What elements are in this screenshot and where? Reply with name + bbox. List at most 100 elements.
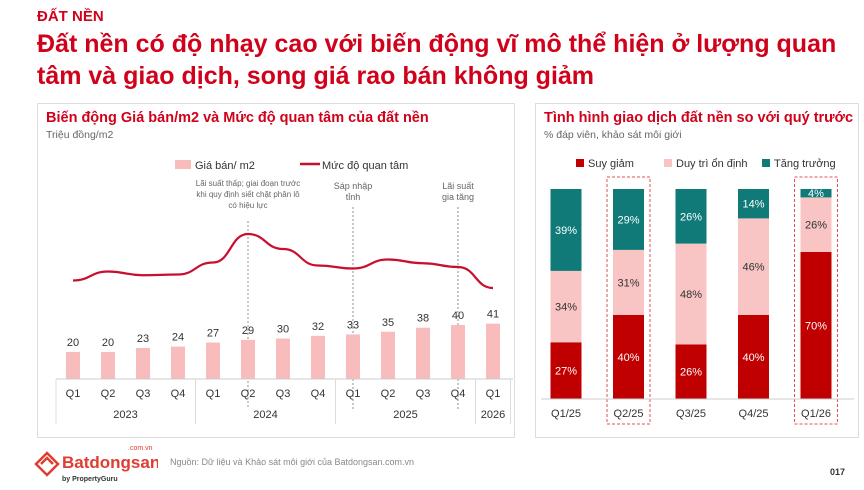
price-label: 40 [452,310,464,322]
price-label: 33 [347,319,359,331]
stacked-segment [738,315,769,399]
price-bar [136,347,150,379]
annotation-text: Lãi suất thấp; giai đoạn trước [196,179,300,188]
price-label: 20 [67,337,79,349]
price-label: 23 [137,333,149,345]
price-label: 35 [382,317,394,329]
year-tick-label: 2026 [481,409,505,421]
annotation-text: Sáp nhập [334,181,373,191]
quarter-tick-label: Q1 [66,388,81,400]
interest-line [72,232,494,290]
highlight-box [794,176,838,425]
segment-label: 34% [555,302,577,314]
page-number: 017 [830,467,846,477]
year-tick-label: 2024 [253,409,277,421]
quarter-tick-label: Q3 [276,388,291,400]
price-bar [171,346,185,379]
quarter-tick-label: Q4 [451,388,466,400]
price-bar [416,327,430,379]
logo-domain: .com.vn [128,445,153,452]
legend-label: Duy trì ổn định [676,158,748,170]
stacked-segment [675,243,707,345]
legend-label: Suy giảm [588,158,634,170]
annotation-text: khi quy định siết chặt phân lô [196,190,300,199]
quarter-tick-label: Q1 [206,388,221,400]
segment-label: 27% [555,366,577,378]
chart-subtitle: Triệu đồng/m2 [46,129,114,141]
segment-label: 46% [742,262,764,274]
stacked-segment [675,189,707,244]
legend-swatch [762,159,770,167]
segment-label: 70% [805,321,827,333]
price-label: 20 [102,337,114,349]
price-label: 32 [312,321,324,333]
legend-label-interest: Mức độ quan tâm [322,160,408,172]
segment-label: 29% [617,214,639,226]
stacked-segment [613,249,644,315]
price-bar [311,335,325,379]
stacked-segment [800,197,832,252]
price-label: 30 [277,324,289,336]
legend-label-price: Giá bán/ m2 [195,160,255,172]
price-bar [206,342,220,379]
chart-title: Biến động Giá bán/m2 và Mức độ quan tâm … [46,110,429,126]
segment-label: 26% [680,367,702,379]
price-bar [346,334,360,379]
stacked-segment [550,189,582,271]
price-interest-chart-panel: Biến động Giá bán/m2 và Mức độ quan tâm … [37,103,515,438]
segment-label: 40% [617,352,639,364]
price-label: 41 [487,309,499,321]
segment-label: 14% [742,199,764,211]
category-tick-label: Q4/25 [739,408,769,420]
legend-label: Tăng trưởng [774,158,836,170]
price-label: 24 [172,332,184,344]
price-bar [381,331,395,379]
stacked-segment [550,270,582,343]
segment-label: 31% [617,277,639,289]
stacked-segment [613,315,644,399]
quarter-tick-label: Q1 [346,388,361,400]
legend-swatch [576,159,584,167]
stacked-segment [613,189,644,250]
annotation-text: gia tăng [442,192,474,202]
stacked-segment [800,252,832,399]
logo-text: Batdongsan [62,453,158,472]
price-label: 27 [207,328,219,340]
segment-label: 40% [742,352,764,364]
quarter-tick-label: Q3 [416,388,431,400]
chart-subtitle: % đáp viên, khảo sát môi giới [544,129,682,141]
transaction-chart: Suy giảm Duy trì ổn định Tăng trưởng 27% 34%… [541,158,854,425]
price-bar [101,352,115,379]
price-bar [276,338,290,379]
highlight-box [606,176,651,425]
quarter-tick-label: Q1 [486,388,501,400]
year-tick-label: 2025 [393,409,417,421]
price-bar [66,352,80,379]
stacked-segment [800,189,832,198]
legend-swatch [664,159,672,167]
segment-label: 39% [555,225,577,237]
transaction-chart-panel: Tình hình giao dịch đất nền so với quý t… [535,103,859,438]
quarter-tick-label: Q2 [241,388,256,400]
price-label: 29 [242,325,254,337]
quarter-tick-label: Q4 [311,388,326,400]
price-bar [451,325,465,379]
annotation-text: Lãi suất [442,181,474,191]
quarter-tick-label: Q4 [171,388,186,400]
year-tick-label: 2023 [113,409,137,421]
stacked-segment [738,218,769,315]
segment-label: 4% [808,188,824,200]
stacked-segment [675,344,707,399]
chart-title: Tình hình giao dịch đất nền so với quý t… [544,110,854,126]
price-label: 38 [417,313,429,325]
stacked-segment [738,189,769,219]
source-note: Nguồn: Dữ liệu và Khảo sát môi giới của … [170,457,415,467]
category-tick-label: Q1/25 [551,408,581,420]
price-bar [486,323,500,379]
price-bar [241,339,255,379]
legend-swatch-price [175,160,191,169]
segment-label: 26% [680,211,702,223]
quarter-tick-label: Q2 [101,388,116,400]
annotation-text: tỉnh [346,192,361,202]
segment-label: 48% [680,289,702,301]
